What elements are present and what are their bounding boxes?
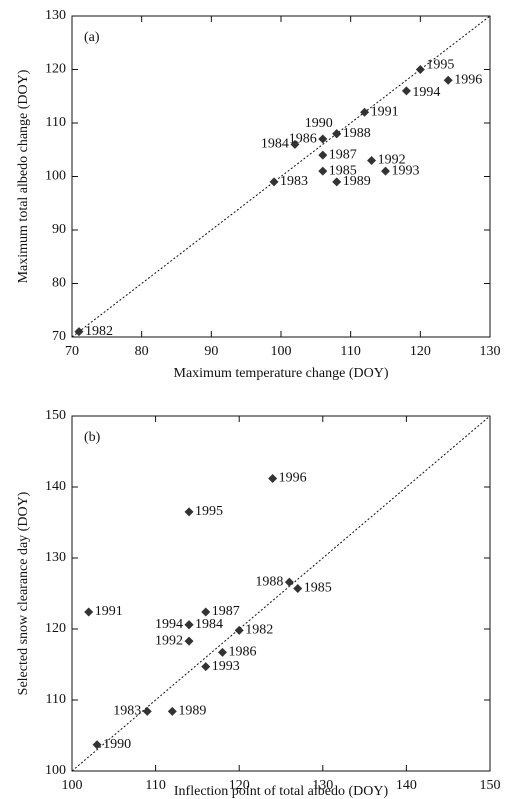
x-tick-label: 100 — [271, 344, 292, 359]
point-label: 1988 — [255, 574, 283, 589]
point-label: 1992 — [378, 153, 406, 168]
point-label: 1990 — [305, 116, 333, 131]
point — [284, 577, 294, 587]
y-tick-label: 140 — [45, 479, 66, 494]
y-tick-label: 110 — [46, 692, 66, 707]
point — [201, 607, 211, 617]
point-label: 1983 — [113, 704, 141, 719]
point — [74, 327, 84, 337]
x-tick-label: 100 — [62, 778, 83, 793]
point-label: 1993 — [392, 163, 420, 178]
y-tick-label: 130 — [45, 8, 66, 23]
point — [184, 507, 194, 517]
point — [290, 139, 300, 149]
x-tick-label: 80 — [135, 344, 149, 359]
point-label: 1989 — [178, 704, 206, 719]
point-label: 1994 — [412, 85, 440, 100]
point — [332, 177, 342, 187]
point-label: 1993 — [212, 659, 240, 674]
point — [184, 620, 194, 630]
y-tick-label: 80 — [52, 276, 66, 291]
point-label: 1985 — [304, 581, 332, 596]
point — [234, 625, 244, 635]
y-tick-label: 150 — [45, 408, 66, 423]
point — [360, 107, 370, 117]
x-tick-label: 70 — [65, 344, 79, 359]
point — [201, 662, 211, 672]
x-tick-label: 120 — [410, 344, 431, 359]
point-label: 1988 — [343, 126, 371, 141]
point — [217, 647, 227, 657]
point-label: 1982 — [85, 324, 113, 339]
point-label: 1995 — [195, 504, 223, 519]
point-label: 1994 — [155, 617, 183, 632]
x-tick-label: 130 — [312, 778, 333, 793]
x-tick-label: 90 — [204, 344, 218, 359]
x-axis-label: Maximum temperature change (DOY) — [174, 366, 389, 381]
y-tick-label: 90 — [52, 222, 66, 237]
point-label: 1991 — [371, 105, 399, 120]
point-label: 1990 — [103, 737, 131, 752]
y-tick-label: 130 — [45, 550, 66, 565]
panel-label: (b) — [84, 430, 101, 445]
point — [167, 706, 177, 716]
point — [318, 150, 328, 160]
point-label: 1986 — [228, 645, 256, 660]
x-tick-label: 110 — [145, 778, 165, 793]
point-label: 1987 — [329, 147, 357, 162]
point-label: 1985 — [329, 163, 357, 178]
point — [401, 86, 411, 96]
point-label: 1987 — [212, 604, 240, 619]
y-tick-label: 70 — [52, 329, 66, 344]
point — [293, 584, 303, 594]
point-label: 1995 — [426, 58, 454, 73]
x-tick-label: 150 — [480, 778, 501, 793]
point — [367, 155, 377, 165]
point — [318, 134, 328, 144]
point — [269, 177, 279, 187]
point-label: 1984 — [261, 137, 289, 152]
x-axis-label: Inflection point of total albedo (DOY) — [174, 784, 389, 799]
point — [92, 740, 102, 750]
point-label: 1982 — [245, 623, 273, 638]
y-axis-label: Maximum total albedo change (DOY) — [16, 69, 31, 283]
one-to-one-line — [71, 415, 491, 772]
point — [415, 65, 425, 74]
point-label: 1983 — [280, 174, 308, 189]
plot-frame — [71, 415, 491, 772]
x-tick-label: 140 — [396, 778, 417, 793]
y-tick-label: 120 — [45, 621, 66, 636]
point-label: 1996 — [279, 471, 307, 486]
point — [443, 75, 453, 85]
point — [381, 166, 390, 176]
point-label: 1984 — [195, 617, 223, 632]
point — [332, 129, 342, 139]
point — [84, 607, 94, 617]
y-axis-label: Selected snow clearance day (DOY) — [16, 491, 31, 695]
y-tick-label: 110 — [46, 115, 66, 130]
point — [268, 473, 278, 483]
point-label: 1991 — [95, 604, 123, 619]
y-tick-label: 120 — [45, 62, 66, 77]
point — [142, 706, 152, 716]
y-tick-label: 100 — [45, 763, 66, 778]
point-label: 1996 — [454, 72, 482, 87]
point — [318, 166, 328, 176]
y-tick-label: 100 — [45, 169, 66, 184]
point — [184, 636, 194, 646]
point-label: 1986 — [289, 131, 317, 146]
x-tick-label: 110 — [340, 344, 360, 359]
point-label: 1992 — [155, 633, 183, 648]
point-label: 1989 — [343, 174, 371, 189]
x-tick-label: 120 — [229, 778, 250, 793]
x-tick-label: 130 — [480, 344, 501, 359]
panel-label: (a) — [84, 30, 100, 45]
